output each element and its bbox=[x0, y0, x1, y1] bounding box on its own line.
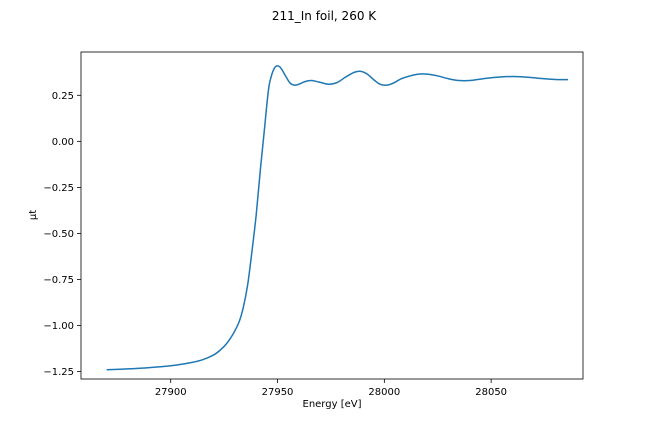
y-axis-title: μt bbox=[28, 210, 39, 220]
y-tick-label: −1.00 bbox=[43, 321, 74, 332]
x-tick-label: 27900 bbox=[155, 387, 187, 398]
y-tick-label: −0.50 bbox=[43, 229, 74, 240]
series-line bbox=[106, 65, 569, 371]
y-tick-label: −0.25 bbox=[43, 183, 74, 194]
y-tick-label: −1.25 bbox=[43, 367, 74, 378]
chart-title: 211_In foil, 260 K bbox=[272, 9, 377, 23]
x-tick-label: 27950 bbox=[262, 387, 294, 398]
x-tick-label: 28000 bbox=[368, 387, 400, 398]
series-layer bbox=[106, 65, 569, 371]
x-axis-title: Energy [eV] bbox=[303, 399, 362, 410]
x-tick-label: 28050 bbox=[475, 387, 507, 398]
y-tick-label: 0.25 bbox=[52, 91, 74, 102]
y-tick-label: −0.75 bbox=[43, 275, 74, 286]
plot-frame bbox=[80, 51, 584, 380]
ticks-layer: 27900 27950 28000 28050 −1.25 −1.00 −0.75 −0.50… bbox=[43, 91, 507, 398]
y-tick-label: 0.00 bbox=[52, 137, 74, 148]
